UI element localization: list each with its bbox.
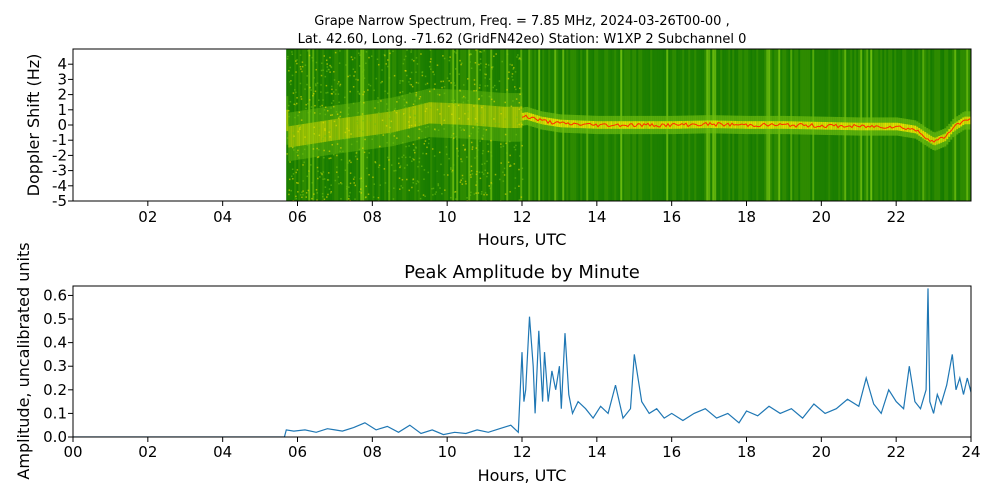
spectrogram-y-tick-label: -1 bbox=[52, 131, 67, 149]
amplitude-series-line bbox=[73, 288, 971, 437]
spectrum-title: Grape Narrow Spectrum, Freq. = 7.85 MHz,… bbox=[314, 14, 729, 29]
amplitude-x-tick-label: 02 bbox=[138, 443, 157, 461]
amplitude-y-label: Amplitude, uncalibrated units bbox=[14, 242, 33, 479]
amplitude-y-tick-label: 0.1 bbox=[43, 404, 67, 422]
amplitude-x-tick-label: 04 bbox=[213, 443, 232, 461]
amplitude-x-label: Hours, UTC bbox=[478, 466, 567, 485]
spectrogram-x-tick-label: 14 bbox=[587, 208, 606, 226]
amplitude-x-tick-label: 08 bbox=[363, 443, 382, 461]
spectrogram-x-tick-label: 02 bbox=[138, 208, 157, 226]
amplitude-x-tick-label: 12 bbox=[512, 443, 531, 461]
spectrogram-y-label: Doppler Shift (Hz) bbox=[24, 54, 43, 197]
amplitude-x-tick-label: 20 bbox=[812, 443, 831, 461]
amplitude-y-tick-label: 0.3 bbox=[43, 357, 67, 375]
amplitude-y-tick-label: 0.0 bbox=[43, 428, 67, 446]
spectrogram-x-tick-label: 10 bbox=[438, 208, 457, 226]
amplitude-y-tick-label: 0.6 bbox=[43, 286, 67, 304]
amplitude-x-tick-label: 16 bbox=[662, 443, 681, 461]
spectrogram-x-tick-label: 20 bbox=[812, 208, 831, 226]
amplitude-y-ticks: 0.0 0.1 0.2 0.3 0.4 0.5 0.6 bbox=[43, 286, 73, 446]
amplitude-x-tick-label: 18 bbox=[737, 443, 756, 461]
spectrogram-x-tick-label: 06 bbox=[288, 208, 307, 226]
amplitude-y-tick-label: 0.5 bbox=[43, 310, 67, 328]
spectrum-subtitle: Lat. 42.60, Long. -71.62 (GridFN42eo) St… bbox=[298, 32, 747, 47]
spectrogram-y-tick-label: 4 bbox=[57, 55, 67, 73]
spectrogram-x-tick-label: 12 bbox=[512, 208, 531, 226]
spectrogram-x-tick-label: 18 bbox=[737, 208, 756, 226]
spectrogram-y-tick-label: 2 bbox=[57, 86, 67, 104]
amplitude-y-tick-label: 0.2 bbox=[43, 381, 67, 399]
spectrogram-y-tick-label: -3 bbox=[52, 162, 67, 180]
amplitude-y-tick-label: 0.4 bbox=[43, 334, 67, 352]
spectrogram-y-tick-label: 0 bbox=[57, 116, 67, 134]
spectrogram-image bbox=[286, 49, 971, 201]
spectrogram-y-tick-label: -5 bbox=[52, 192, 67, 210]
amplitude-title: Peak Amplitude by Minute bbox=[404, 262, 640, 283]
spectrogram-x-ticks: 02 04 06 08 10 12 14 16 18 20 22 bbox=[138, 201, 906, 226]
amplitude-x-tick-label: 14 bbox=[587, 443, 606, 461]
spectrogram-y-tick-label: 3 bbox=[57, 70, 67, 88]
amplitude-x-ticks: 00 02 04 06 08 10 12 14 16 18 20 22 24 bbox=[63, 437, 981, 461]
spectrogram-y-tick-label: -4 bbox=[52, 177, 67, 195]
amplitude-plot: Peak Amplitude by Minute 00 02 04 06 08 10 12 1… bbox=[14, 242, 981, 485]
spectrogram-y-tick-label: 1 bbox=[57, 101, 67, 119]
spectrogram-x-tick-label: 22 bbox=[887, 208, 906, 226]
amplitude-x-tick-label: 06 bbox=[288, 443, 307, 461]
amplitude-x-tick-label: 00 bbox=[63, 443, 82, 461]
spectrogram-x-tick-label: 16 bbox=[662, 208, 681, 226]
spectrogram-noise bbox=[286, 49, 524, 201]
amplitude-x-tick-label: 10 bbox=[438, 443, 457, 461]
spectrogram-x-label: Hours, UTC bbox=[478, 230, 567, 249]
spectrogram-x-tick-label: 04 bbox=[213, 208, 232, 226]
spectrogram-x-tick-label: 08 bbox=[363, 208, 382, 226]
amplitude-x-tick-label: 22 bbox=[887, 443, 906, 461]
spectrogram-y-tick-label: -2 bbox=[52, 146, 67, 164]
amplitude-x-tick-label: 24 bbox=[961, 443, 980, 461]
spectrogram-peak-line bbox=[521, 114, 971, 143]
